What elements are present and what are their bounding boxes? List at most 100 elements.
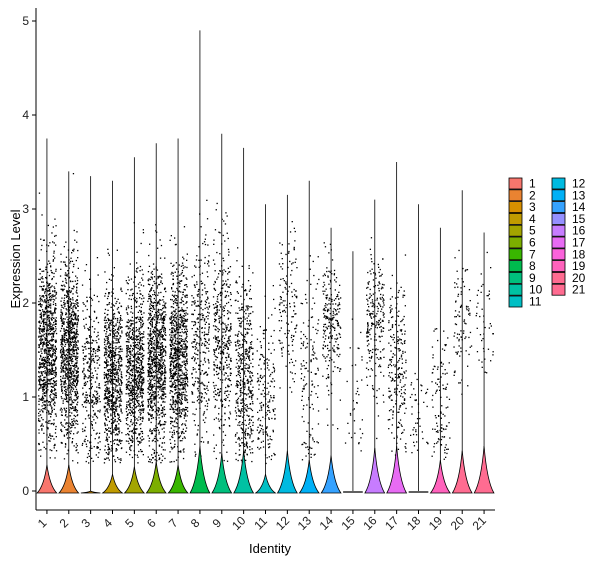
point-7 [172, 347, 174, 349]
point-7 [181, 322, 183, 324]
point-6 [153, 316, 155, 318]
point-6 [162, 335, 164, 337]
point-5 [128, 434, 130, 436]
point-6 [165, 371, 167, 373]
point-4 [121, 319, 123, 321]
point-3 [82, 422, 84, 425]
point-5 [141, 269, 143, 271]
point-7 [186, 401, 189, 404]
point-1 [50, 318, 52, 320]
point-4 [119, 355, 121, 357]
point-5 [137, 341, 139, 344]
point-2 [65, 364, 68, 366]
point-5 [129, 330, 131, 332]
point-6 [162, 312, 164, 314]
point-4 [118, 384, 120, 386]
point-5 [131, 384, 133, 386]
point-2 [77, 401, 79, 403]
point-5 [132, 293, 134, 295]
point-6 [149, 339, 151, 341]
point-2 [66, 437, 69, 439]
point-7 [171, 377, 173, 379]
point-4 [116, 342, 118, 344]
point-6 [156, 413, 158, 415]
point-6 [149, 297, 151, 300]
point-1 [42, 371, 45, 373]
point-5 [129, 438, 131, 440]
point-6 [149, 461, 151, 463]
point-2 [59, 409, 62, 411]
point-2 [64, 381, 66, 383]
point-2 [66, 290, 68, 292]
point-1 [47, 325, 49, 327]
point-1 [44, 385, 46, 388]
point-2 [73, 418, 75, 420]
point-6 [161, 446, 163, 448]
point-5 [125, 292, 127, 295]
point-1 [49, 292, 52, 295]
point-5 [129, 385, 131, 387]
point-1 [44, 291, 46, 293]
point-5 [135, 270, 137, 272]
point-1 [42, 363, 44, 365]
point-2 [65, 388, 67, 390]
point-4 [116, 427, 118, 429]
point-6 [156, 365, 158, 368]
point-4 [113, 312, 115, 315]
point-5 [129, 412, 131, 414]
point-3 [99, 441, 101, 443]
point-5 [137, 350, 139, 353]
point-6 [153, 430, 155, 432]
point-7 [180, 403, 182, 405]
point-1 [47, 224, 49, 227]
point-4 [120, 371, 123, 373]
point-1 [46, 356, 49, 358]
point-4 [119, 439, 121, 442]
point-6 [154, 375, 156, 377]
point-4 [108, 448, 110, 451]
point-7 [178, 372, 180, 375]
point-7 [169, 357, 171, 359]
point-4 [118, 312, 120, 314]
point-6 [151, 432, 154, 435]
point-7 [172, 358, 175, 360]
point-5 [130, 311, 132, 313]
point-7 [173, 348, 175, 350]
point-1 [45, 288, 47, 290]
point-6 [158, 409, 160, 411]
point-4 [117, 375, 120, 377]
point-5 [137, 387, 139, 389]
point-5 [139, 319, 141, 321]
point-5 [130, 336, 132, 339]
point-6 [150, 417, 153, 420]
point-7 [175, 321, 177, 323]
point-3 [94, 390, 96, 392]
point-7 [175, 308, 177, 310]
point-2 [76, 449, 78, 451]
point-1 [44, 372, 46, 374]
point-6 [164, 457, 166, 460]
point-5 [139, 391, 141, 393]
point-6 [160, 412, 162, 414]
point-5 [128, 362, 130, 364]
point-6 [150, 318, 152, 321]
point-6 [158, 345, 160, 348]
point-1 [40, 398, 42, 400]
point-7 [181, 344, 183, 346]
point-1 [53, 445, 55, 447]
point-4 [118, 444, 120, 446]
point-6 [148, 460, 150, 463]
point-1 [47, 310, 49, 312]
point-3 [90, 336, 92, 338]
point-6 [164, 388, 166, 390]
point-1 [53, 370, 55, 372]
point-6 [152, 318, 154, 320]
point-3 [84, 270, 86, 272]
point-1 [53, 324, 55, 326]
point-6 [152, 375, 154, 377]
point-5 [126, 383, 128, 385]
point-6 [149, 413, 151, 415]
point-5 [129, 399, 131, 401]
point-1 [52, 403, 55, 405]
point-7 [183, 391, 185, 393]
